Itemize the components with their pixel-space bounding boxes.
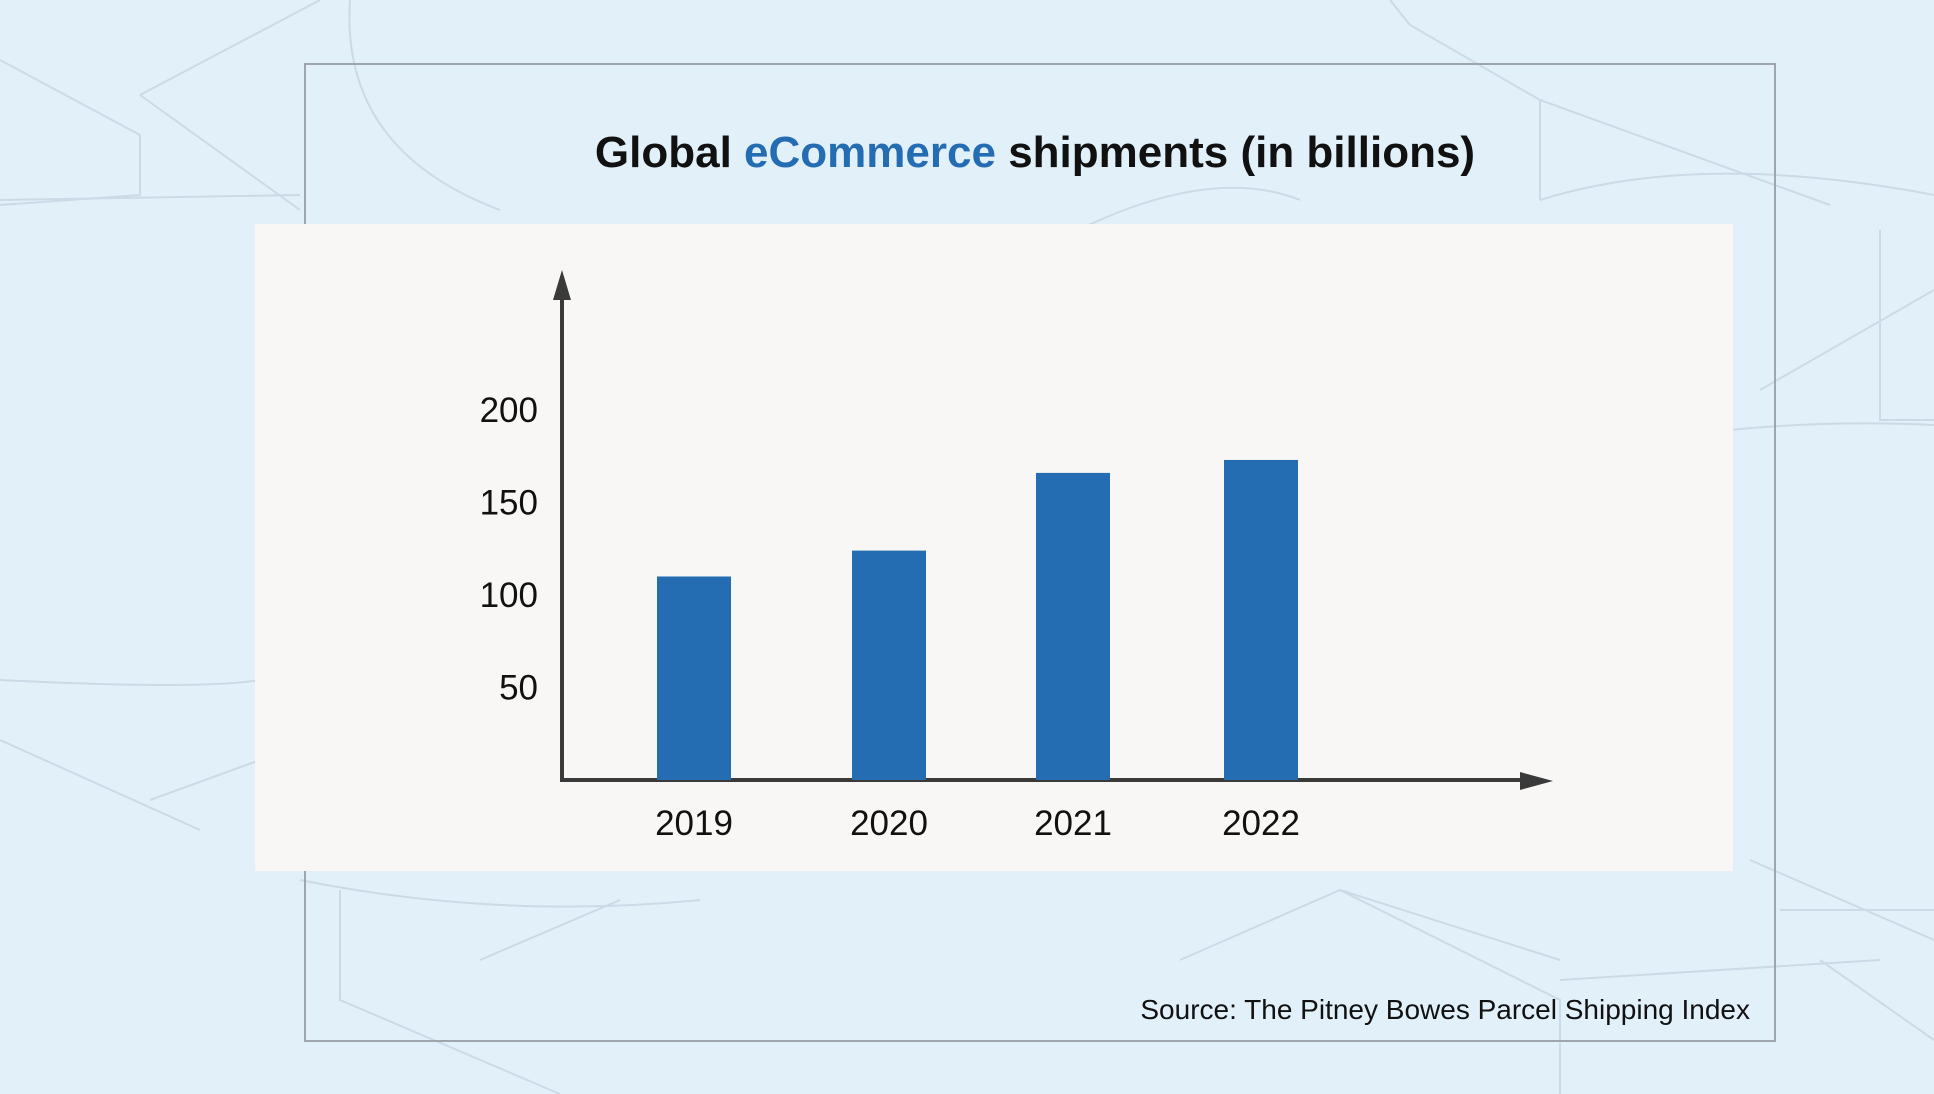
x-tick-label-2019: 2019 (655, 804, 733, 843)
title-suffix: shipments (in billions) (1008, 128, 1476, 177)
y-axis-arrow (553, 270, 571, 300)
title-highlight: eCommerce (744, 128, 996, 177)
x-tick-label-2021: 2021 (1034, 804, 1112, 843)
x-tick-labels: 2019 2020 2021 2022 (655, 804, 1300, 843)
chart-title: Global eCommerce shipments (in billions) (0, 128, 1934, 178)
source-note: Source: The Pitney Bowes Parcel Shipping… (1140, 994, 1750, 1025)
x-axis-arrow (1520, 772, 1553, 790)
bar-2019 (657, 576, 731, 780)
y-tick-labels: 50 100 150 200 (480, 391, 538, 708)
bar-2020 (852, 550, 926, 780)
bars-group (657, 459, 1298, 780)
bar-2021 (1036, 472, 1110, 780)
y-tick-label-100: 100 (480, 576, 538, 615)
y-tick-label-50: 50 (499, 669, 538, 708)
title-prefix: Global (594, 128, 732, 177)
bar-2022 (1224, 459, 1298, 780)
x-tick-label-2022: 2022 (1222, 804, 1300, 843)
x-tick-label-2020: 2020 (850, 804, 928, 843)
y-tick-label-150: 150 (480, 484, 538, 523)
chart-panel (255, 224, 1733, 871)
y-tick-label-200: 200 (480, 391, 538, 430)
